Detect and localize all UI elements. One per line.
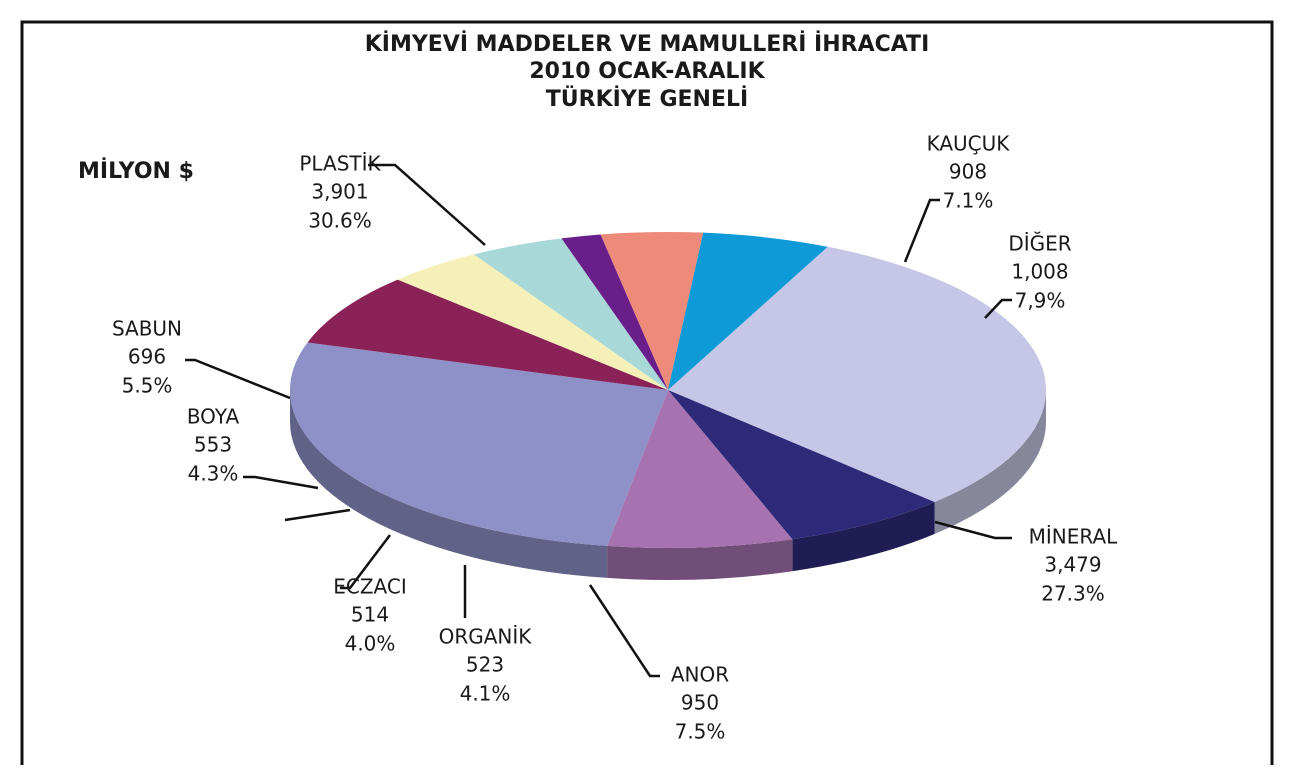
percent-label: 4.0%	[345, 632, 396, 656]
percent-label: 30.6%	[308, 209, 372, 233]
slice-label: ANOR	[671, 663, 729, 687]
percent-label: 7,9%	[1015, 289, 1066, 313]
slice-side	[792, 502, 935, 572]
slice	[561, 234, 668, 390]
slice	[600, 232, 704, 390]
value-label: 696	[128, 345, 166, 369]
slice	[473, 238, 668, 390]
slice-label: BOYA	[187, 405, 240, 429]
value-label: 3,901	[311, 180, 368, 204]
leader-line	[243, 475, 319, 490]
percent-label: 4.3%	[188, 462, 239, 486]
slice	[289, 342, 668, 546]
slice	[668, 232, 828, 390]
leader-line	[340, 534, 391, 590]
slice-label: SABUN	[112, 317, 182, 341]
value-label: 553	[194, 433, 232, 457]
percent-label: 7.1%	[943, 189, 994, 213]
value-label: 514	[351, 603, 389, 627]
leader-line	[368, 163, 486, 246]
slice-label: ECZACI	[333, 575, 407, 599]
slice-label: KAUÇUK	[927, 132, 1011, 156]
slice	[607, 390, 793, 548]
slice	[397, 254, 668, 390]
slice-label: ORGANİK	[439, 625, 533, 649]
percent-label: 5.5%	[122, 374, 173, 398]
slice-side	[607, 539, 793, 580]
frame	[20, 20, 1274, 765]
slice-side	[934, 390, 1046, 535]
leader-line	[284, 508, 351, 522]
chart-title: 2010 OCAK-ARALIK	[529, 59, 765, 84]
unit-label: MİLYON $	[78, 158, 194, 184]
value-label: 950	[681, 691, 719, 715]
slice-label: DİĞER	[1008, 232, 1071, 256]
slice	[668, 246, 1046, 503]
slice-side	[290, 390, 608, 578]
leader-line	[984, 298, 1012, 319]
slice	[668, 390, 935, 540]
slice-label: MİNERAL	[1029, 525, 1119, 549]
chart-title: TÜRKİYE GENELİ	[546, 86, 748, 112]
percent-label: 27.3%	[1041, 582, 1105, 606]
slice-label: PLASTİK	[299, 152, 381, 176]
leader-line	[588, 584, 660, 678]
value-label: 523	[466, 653, 504, 677]
value-label: 3,479	[1044, 553, 1101, 577]
slice	[307, 279, 668, 390]
percent-label: 4.1%	[460, 682, 511, 706]
percent-label: 7.5%	[675, 720, 726, 744]
leader-line	[903, 198, 940, 263]
leader-line	[185, 358, 291, 400]
chart-title: KİMYEVİ MADDELER VE MAMULLERİ İHRACATI	[365, 31, 930, 57]
leader-line	[934, 520, 1012, 540]
value-label: 1,008	[1011, 260, 1068, 284]
value-label: 908	[949, 160, 987, 184]
